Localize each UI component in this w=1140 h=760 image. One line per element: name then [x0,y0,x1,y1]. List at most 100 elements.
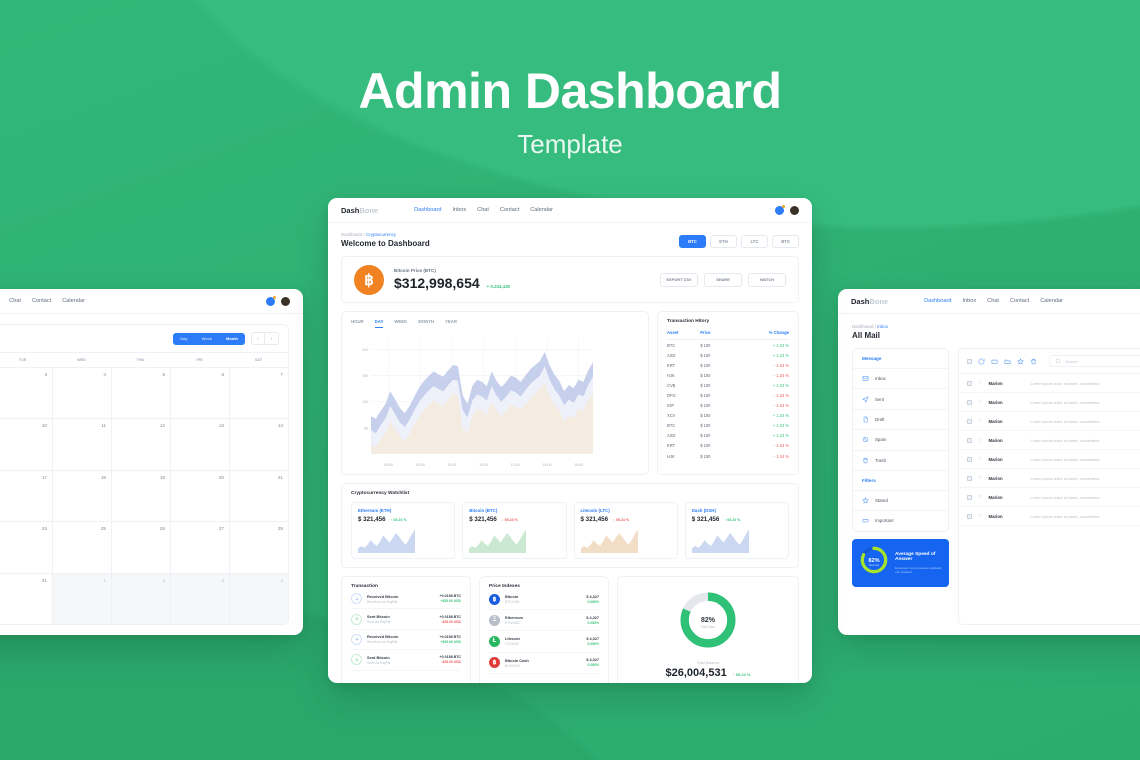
calendar-day-cell[interactable]: 3 [0,367,52,418]
trash-icon[interactable] [1030,358,1037,365]
table-row[interactable]: IOP $ 100 - 1.34 % [667,401,789,411]
mail-row[interactable]: ☆ Marion Lorem ipsum dolor sit amet, conse… [959,393,1140,412]
chart-tab-week[interactable]: WEEK [394,319,408,324]
nav-link-calendar[interactable]: Calendar [1040,298,1063,304]
mail-sidebar-item-sent[interactable]: Sent [853,388,948,408]
breadcrumb-root[interactable]: Dashboard [852,324,874,329]
row-checkbox[interactable] [967,494,972,500]
price-index-row[interactable]: ฿ Bitcoin BTC/USD $ 4,327 0.085% [489,589,599,611]
notification-bell-icon[interactable] [775,204,785,215]
share-button[interactable]: SHARE [704,272,742,287]
watchlist-item[interactable]: Dash (DSH) $ 321,456 ↑ 05.24 % [684,502,789,559]
nav-link-contact[interactable]: Contact [1009,298,1030,304]
table-row[interactable]: CVB $ 100 + 1.34 % [667,380,789,390]
table-row[interactable]: HJK $ 100 - 1.34 % [667,451,789,461]
nav-link-calendar[interactable]: Calendar [62,298,85,304]
transaction-row[interactable]: Sent Bitcoin Sent via PayPal +0.0158 BTC -$… [351,609,461,630]
calendar-day-cell[interactable]: 13 [170,418,229,470]
chart-tab-month[interactable]: MONTH [418,319,435,324]
table-row[interactable]: XCV $ 100 + 1.34 % [667,411,789,421]
calendar-view-month[interactable]: Month [219,332,245,345]
nav-link-inbox[interactable]: Inbox [962,298,977,304]
calendar-day-cell[interactable]: 11 [52,418,111,470]
calendar-day-cell[interactable]: 27 [170,521,229,573]
logo[interactable]: DashBone [341,206,378,215]
mail-row[interactable]: ☆ Marion Lorem ipsum dolor sit amet, conse… [959,507,1140,526]
watchlist-item[interactable]: Bitcoin (BTC) $ 321,456 ↓ 05.24 % [462,502,567,559]
nav-link-chat[interactable]: Chat [9,298,21,304]
coin-tab-bts[interactable]: BTS [772,235,799,248]
calendar-day-cell[interactable]: 4 [52,367,111,419]
calendar-day-cell[interactable]: 17 [0,469,52,521]
calendar-day-cell[interactable]: 5 [111,367,170,419]
notification-bell-icon[interactable] [266,295,276,306]
watchlist-item[interactable]: Ethereum (ETH) $ 321,456 ↑ 05.24 % [351,502,456,559]
star-icon[interactable] [1017,357,1024,365]
calendar-day-cell[interactable]: 14 [229,418,288,470]
calendar-day-cell[interactable]: 24 [0,521,52,572]
chart-tab-year[interactable]: YEAR [445,319,457,324]
calendar-day-cell[interactable]: 21 [229,469,288,522]
refresh-icon[interactable] [978,358,985,365]
calendar-view-switch[interactable]: Day Week Month [173,332,245,345]
calendar-view-day[interactable]: Day [173,332,195,345]
table-row[interactable]: BTC $ 100 + 1.34 % [667,340,789,351]
chevron-right-icon[interactable]: › [265,332,279,345]
star-icon[interactable]: ☆ [978,398,983,405]
promo-card[interactable]: 82% Reached Average Speed of Answer Exce… [852,538,949,587]
star-icon[interactable]: ☆ [978,379,983,386]
folder-icon[interactable] [1004,358,1011,365]
calendar-day-cell[interactable]: 1 [52,572,111,624]
mail-row[interactable]: ☆ Marion Lorem ipsum dolor sit amet, conse… [959,412,1140,431]
mail-row[interactable]: ☆ Marion Lorem ipsum dolor sit amet, conse… [959,469,1140,488]
export-csv-button[interactable]: EXPORT CSV [660,272,698,287]
nav-link-calendar[interactable]: Calendar [530,207,553,213]
mail-row[interactable]: ☆ Marion Lorem ipsum dolor sit amet, conse… [959,488,1140,507]
calendar-day-cell[interactable]: 4 [229,572,288,624]
calendar-day-cell[interactable]: 7 [229,367,288,419]
star-icon[interactable]: ☆ [978,417,983,424]
calendar-day-cell[interactable]: 3 [170,572,229,624]
chart-tab-hour[interactable]: HOUR [351,319,364,324]
logo[interactable]: DashBone [851,297,888,306]
table-row[interactable]: ERT $ 100 - 1.34 % [667,360,789,370]
calendar-day-cell[interactable]: 31 [0,572,52,624]
breadcrumb-root[interactable]: Dashboard [341,232,363,237]
row-checkbox[interactable] [967,475,972,481]
nav-link-contact[interactable]: Contact [31,298,52,304]
mail-sidebar-item-trash[interactable]: Trash [853,449,948,470]
search-input[interactable]: Search [1049,355,1140,367]
nav-link-chat[interactable]: Chat [987,298,999,304]
mail-sidebar-item-important[interactable]: Important [853,510,948,530]
chart-tab-day[interactable]: DAY [374,319,384,328]
nav-link-contact[interactable]: Contact [499,207,520,213]
calendar-day-cell[interactable]: 10 [0,418,52,469]
table-row[interactable]: ASD $ 100 + 1.34 % [667,350,789,360]
calendar-view-week[interactable]: Week [194,332,219,345]
row-checkbox[interactable] [967,380,972,386]
coin-tab-ltc[interactable]: LTC [741,235,768,248]
price-index-row[interactable]: Ξ Ethereum ETH/USD $ 4,327 0.085% [489,610,599,632]
table-row[interactable]: DFG $ 100 - 1.34 % [667,390,789,400]
table-row[interactable]: ERT $ 100 - 1.34 % [667,441,789,451]
calendar-day-cell[interactable]: 6 [170,367,229,419]
watch-button[interactable]: WATCH [748,272,786,287]
calendar-day-cell[interactable]: 25 [52,521,111,573]
price-index-row[interactable]: ฿ Bitcoin Cash BCH/USD $ 4,327 0.085% [489,653,599,674]
nav-link-dashboard[interactable]: Dashboard [924,298,952,304]
row-checkbox[interactable] [967,456,972,462]
row-checkbox[interactable] [967,437,972,443]
calendar-day-cell[interactable]: 28 [229,521,288,573]
calendar-day-cell[interactable]: 26 [111,521,170,573]
table-row[interactable]: ASD $ 100 + 1.34 % [667,431,789,441]
row-checkbox[interactable] [967,513,972,519]
calendar-day-cell[interactable]: 12 [111,418,170,470]
nav-link-chat[interactable]: Chat [477,207,489,213]
mail-sidebar-item-spam[interactable]: Spam [853,429,948,449]
nav-link-inbox[interactable]: Inbox [452,207,467,213]
transaction-row[interactable]: Sent Bitcoin Sent via PayPal +0.0158 BTC -$… [351,650,461,671]
mail-sidebar-item-draft[interactable]: Draft [853,408,948,429]
table-row[interactable]: BTC $ 100 + 1.34 % [667,421,789,431]
star-icon[interactable]: ☆ [978,512,983,519]
watchlist-item[interactable]: Litecoin (LTC) $ 321,456 ↓ 05.24 % [573,502,678,559]
